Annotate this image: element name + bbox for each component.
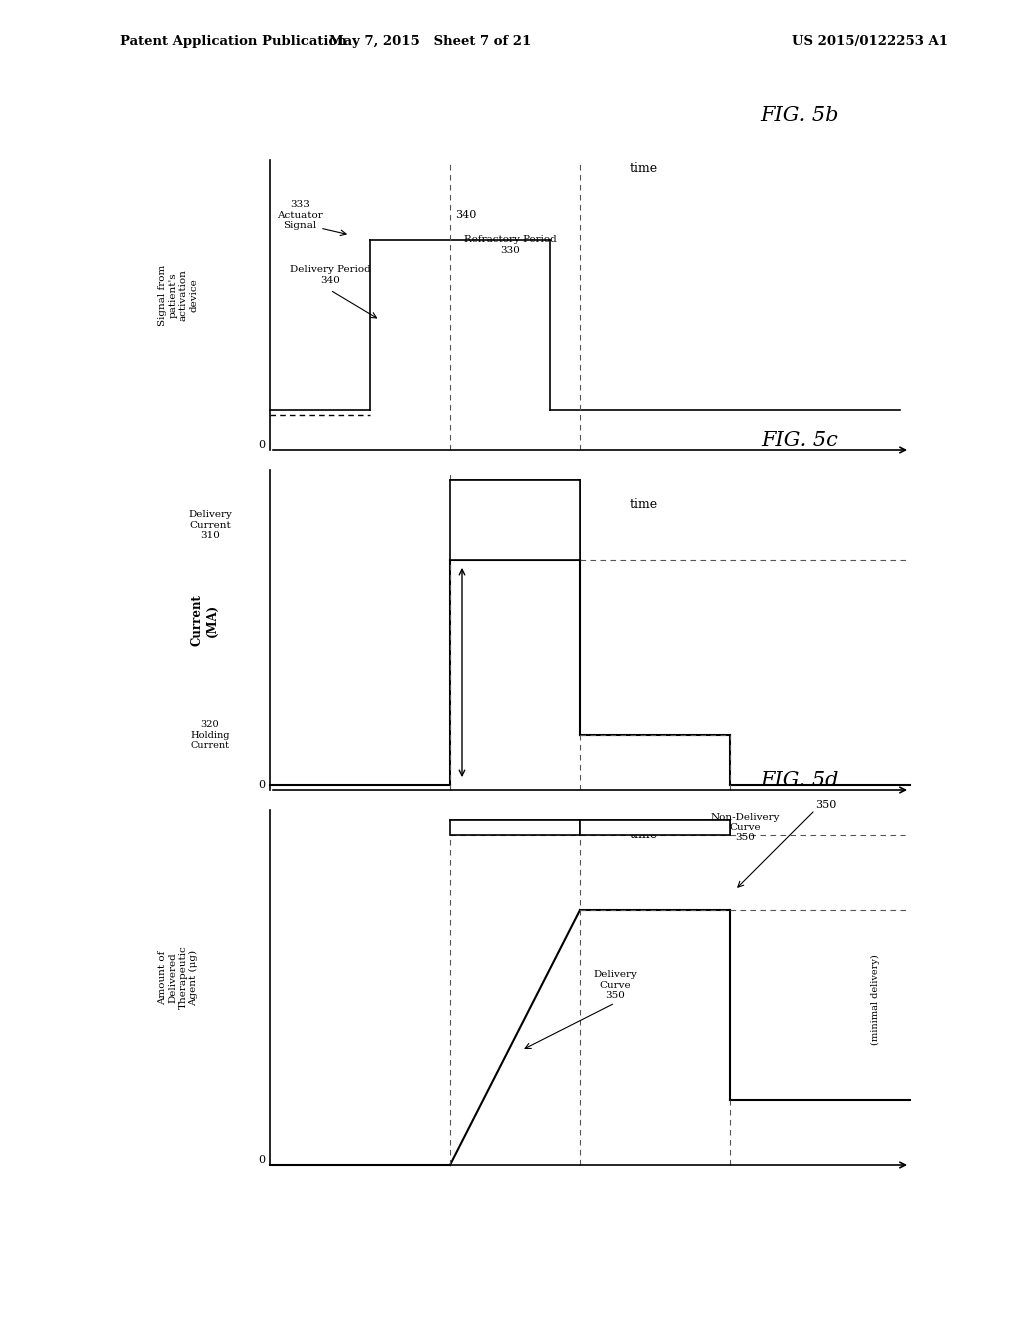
Text: Amount of
Delivered
Therapeutic
Agent (μg): Amount of Delivered Therapeutic Agent (μ… bbox=[158, 945, 198, 1010]
Text: 320
Holding
Current: 320 Holding Current bbox=[191, 721, 229, 750]
Bar bbox=[449, 480, 580, 560]
Text: Refractory Period
330: Refractory Period 330 bbox=[464, 235, 555, 255]
Bar bbox=[449, 820, 580, 836]
Text: May 7, 2015   Sheet 7 of 21: May 7, 2015 Sheet 7 of 21 bbox=[328, 36, 531, 49]
Text: time: time bbox=[630, 499, 657, 511]
Text: Current
(MA): Current (MA) bbox=[191, 594, 219, 645]
Text: time: time bbox=[630, 829, 657, 842]
Text: time: time bbox=[630, 161, 657, 174]
Text: Patent Application Publication: Patent Application Publication bbox=[120, 36, 346, 49]
Bar bbox=[580, 820, 730, 836]
Text: FIG. 5d: FIG. 5d bbox=[760, 771, 839, 789]
Text: Signal from
patient's
activation
device: Signal from patient's activation device bbox=[158, 264, 198, 326]
Text: Delivery
Curve
350: Delivery Curve 350 bbox=[592, 970, 636, 1001]
Text: 340: 340 bbox=[454, 210, 476, 220]
Text: Non-Delivery
Curve
350: Non-Delivery Curve 350 bbox=[709, 813, 779, 842]
Text: 0: 0 bbox=[258, 440, 265, 450]
Text: FIG. 5c: FIG. 5c bbox=[761, 432, 838, 450]
Text: 340: 340 bbox=[468, 506, 489, 515]
Text: US 2015/0122253 A1: US 2015/0122253 A1 bbox=[791, 36, 947, 49]
Text: 333
Actuator
Signal: 333 Actuator Signal bbox=[277, 201, 323, 230]
Text: 0: 0 bbox=[258, 1155, 265, 1166]
Text: Delivery Period
340: Delivery Period 340 bbox=[289, 265, 370, 285]
Text: (minimal delivery): (minimal delivery) bbox=[869, 954, 878, 1045]
Text: 0: 0 bbox=[258, 780, 265, 789]
Text: 350: 350 bbox=[814, 800, 836, 810]
Text: Delivery
Current
310: Delivery Current 310 bbox=[187, 510, 231, 540]
Text: FIG. 5b: FIG. 5b bbox=[760, 106, 839, 125]
